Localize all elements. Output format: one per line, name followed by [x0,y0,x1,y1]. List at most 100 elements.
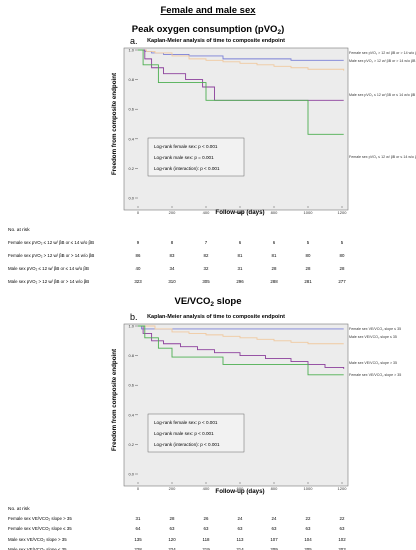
series-end-label: Male sex pVO₂ ≤ 12 w/ βB or ≤ 14 w/o βB [349,93,416,97]
series-end-label: Female sex VE/VCO₂ slope ≤ 35 [349,327,401,331]
risk-cell: 26 [204,516,209,521]
series-end-label: Male sex pVO₂ > 12 w/ βB or > 14 w/o βB [349,59,416,63]
risk-cell: 209 [270,547,278,550]
risk-cell: 305 [202,279,210,284]
risk-cell: 135 [134,537,142,542]
risk-row-label: Female sex VE/VCO₂ slope ≤ 35 [8,526,72,531]
risk-cell: 288 [270,279,278,284]
panel-label: b. [130,312,138,322]
risk-cell: 24 [272,516,277,521]
risk-cell: 63 [170,526,175,531]
risk-cell: 40 [136,266,141,271]
x-tick-label: 800 [271,210,278,215]
km-curve [138,49,344,135]
logrank-line: Log-rank female sex: p < 0.001 [154,420,218,425]
risk-cell: 118 [203,537,211,542]
risk-cell: 8 [171,240,174,245]
panel-label: a. [130,36,138,46]
x-tick-label: 0 [137,210,140,215]
risk-cell: 104 [304,537,312,542]
risk-header: No. at risk [8,506,30,512]
risk-cell: 281 [304,279,312,284]
series-end-label: Female sex pVO₂ ≤ 12 w/ βB or ≤ 14 w/o β… [349,155,416,159]
plot-title: Kaplan-Meier analysis of time to composi… [147,314,285,320]
y-tick-label: 0.0 [128,472,134,477]
risk-cell: 63 [204,526,209,531]
x-tick-label: 1000 [304,486,314,491]
x-axis-label: Follow-up (days) [215,209,264,216]
section-title-tail: ) [281,24,284,35]
risk-cell: 83 [170,253,175,258]
page-title: Female and male sex [160,5,256,16]
risk-cell: 224 [168,547,176,550]
series-end-label: Male sex VE/VCO₂ slope > 35 [349,361,397,365]
x-tick-label: 600 [237,210,244,215]
x-tick-label: 0 [137,486,140,491]
km-curve [138,325,344,345]
risk-cell: 9 [137,240,140,245]
series-end-label: Male sex VE/VCO₂ slope ≤ 35 [349,335,397,339]
risk-cell: 31 [136,516,141,521]
risk-cell: 203 [338,547,346,550]
y-tick-label: 0.0 [128,196,134,201]
risk-header: No. at risk [8,227,30,233]
series-end-label: Female sex VE/VCO₂ slope > 35 [349,373,401,377]
risk-cell: 120 [168,537,176,542]
x-axis-label: Follow-up (days) [215,488,264,495]
logrank-box [147,137,245,177]
risk-cell: 31 [238,266,243,271]
risk-row-label: Male sex pVO₂ > 12 w/ βB or > 14 w/o βB [8,279,89,284]
x-tick-label: 200 [169,486,176,491]
x-tick-label: 1200 [338,486,348,491]
x-tick-label: 1000 [304,210,314,215]
panel-b: VE/VCO2 slope b. Kaplan-Meier analysis of … [8,296,401,550]
risk-cell: 310 [168,279,176,284]
series-end-label: Female sex pVO₂ > 12 w/ βB or > 14 w/o β… [349,51,416,55]
risk-cell: 63 [272,526,277,531]
logrank-line: Log-rank (interaction): p < 0.001 [154,166,220,171]
risk-cell: 63 [238,526,243,531]
risk-cell: 228 [134,547,142,550]
y-tick-label: 0.2 [128,166,134,171]
logrank-line: Log-rank female sex: p < 0.001 [154,144,218,149]
km-curve [138,49,345,71]
risk-cell: 63 [340,526,345,531]
risk-cell: 28 [306,266,311,271]
risk-row-label: Male sex VE/VCO₂ slope ≤ 35 [8,547,67,550]
risk-cell: 113 [237,537,245,542]
risk-row-label: Male sex pVO₂ ≤ 12 w/ βB or ≤ 14 w/o βB [8,266,89,271]
section-title-sub: 2 [277,29,281,36]
km-curve [138,49,344,101]
plot-background [123,47,349,211]
y-axis-label: Freedom from composite endpoint [111,349,118,451]
risk-cell: 63 [306,526,311,531]
x-tick-label: 400 [203,486,210,491]
section-title-main: Peak oxygen consumption (pVO [132,24,278,35]
risk-cell: 7 [205,240,208,245]
panel-a: Peak oxygen consumption (pVO2)a. Kaplan-M… [8,24,416,284]
y-tick-label: 0.8 [128,77,134,82]
risk-row-label: Female sex pVO₂ ≤ 12 w/ βB or ≤ 14 w/o β… [8,240,94,245]
risk-cell: 323 [134,279,142,284]
risk-cell: 24 [238,516,243,521]
x-tick-label: 200 [169,210,176,215]
section-title-sub: 2 [210,301,214,308]
risk-row-label: Female sex pVO₂ > 12 w/ βB or > 14 w/o β… [8,253,94,258]
risk-cell: 80 [340,253,345,258]
y-tick-label: 1.0 [128,48,134,53]
risk-cell: 205 [304,547,312,550]
x-tick-label: 1200 [338,210,348,215]
risk-cell: 5 [307,240,310,245]
section-title: Peak oxygen consumption (pVO2) [132,24,285,36]
logrank-line: Log-rank male sex: p = 0.001 [154,155,214,160]
risk-cell: 82 [204,253,209,258]
y-tick-label: 1.0 [128,324,134,329]
risk-cell: 22 [340,516,345,521]
x-tick-label: 800 [271,486,278,491]
logrank-line: Log-rank (interaction): p < 0.001 [154,442,220,447]
x-tick-label: 600 [237,486,244,491]
y-tick-label: 0.4 [128,136,134,141]
risk-cell: 28 [340,266,345,271]
logrank-box [147,413,245,453]
